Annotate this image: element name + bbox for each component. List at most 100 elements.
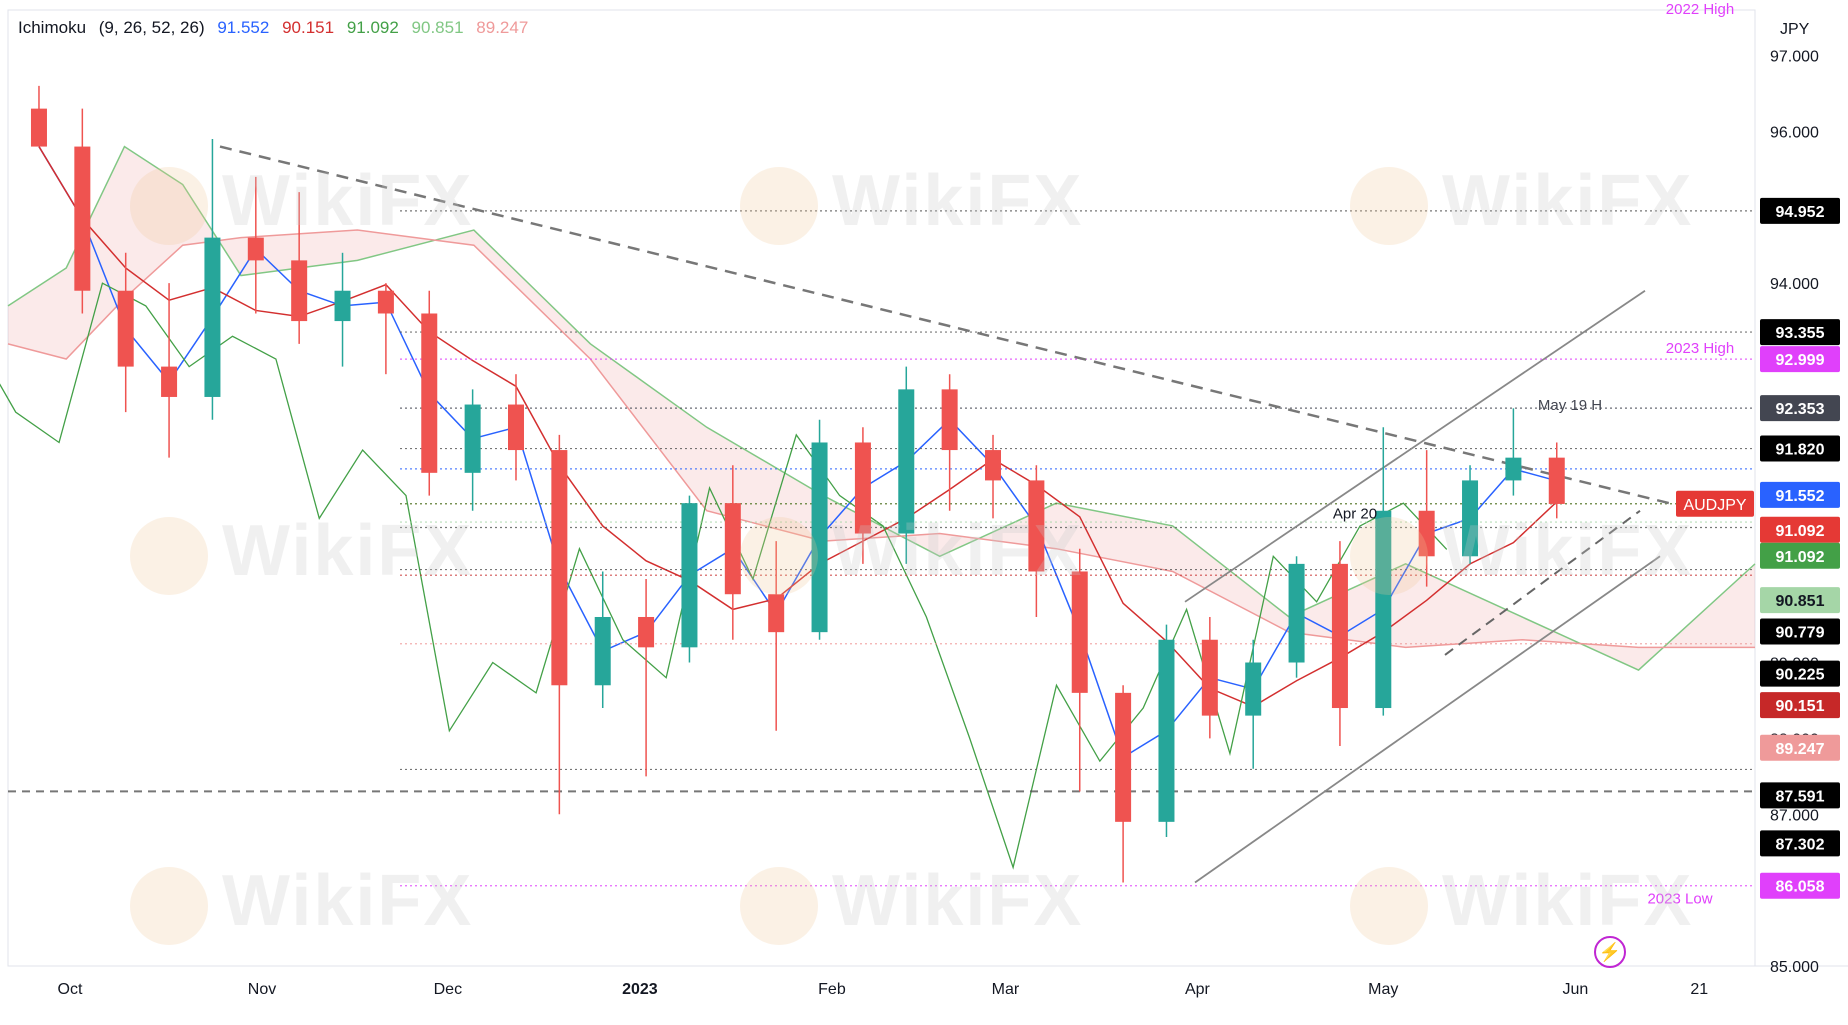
channel-upper-line [1184,289,1646,603]
y-tick-label-5: 96.000 [1770,124,1819,141]
price-label-12: 89.247 [1776,741,1825,758]
price-label-bg-0 [1760,197,1840,224]
candle-body-15 [681,503,698,648]
x-tick-label-8: Jun [1562,981,1588,998]
candle-body-7 [334,290,351,322]
price-label-14: 87.302 [1776,836,1825,853]
candle-body-23 [1028,480,1045,572]
price-label-9: 90.779 [1776,625,1825,642]
x-tick-label-4: Feb [818,981,846,998]
annotation-0: 2022 High [1666,1,1734,18]
annotation-2: May 19 H [1538,397,1602,414]
indicator-params: (9, 26, 52, 26) [98,18,205,37]
candle-body-20 [898,389,915,534]
candle-body-10 [464,404,481,473]
x-tick-label-7: May [1368,981,1398,998]
annotation-1: 2023 High [1666,340,1734,357]
price-label-3: 92.353 [1776,401,1825,418]
candle-body-14 [638,616,655,648]
price-label-11: 90.151 [1776,698,1825,715]
candle-body-30 [1331,563,1348,709]
candle-body-6 [291,260,308,322]
annotation-4: 2023 Low [1647,891,1712,908]
candle-body-1 [74,146,91,291]
ichimoku-span-a-line [7,145,1756,671]
price-label-0: 94.952 [1776,204,1825,221]
ichimoku-span-b-line [7,229,1755,649]
price-label-2: 92.999 [1776,352,1825,369]
indicator-value-conversion: 91.552 [217,18,270,37]
x-tick-label-3: 2023 [622,981,658,998]
candle-body-16 [724,503,741,595]
x-tick-label-2: Dec [434,981,462,998]
lightning-icon[interactable]: ⚡ [1594,936,1626,968]
candle-body-27 [1201,639,1218,716]
price-label-bg-7 [1760,542,1840,569]
candle-body-32 [1418,510,1435,557]
candle-body-22 [985,450,1002,481]
price-label-15: 86.058 [1776,879,1825,896]
price-label-bg-5 [1760,481,1840,508]
x-tick-label-5: Mar [992,981,1020,998]
candle-body-12 [551,450,568,686]
price-label-7: 91.092 [1776,549,1825,566]
price-label-bg-4 [1760,435,1840,462]
price-label-bg-1 [1760,319,1840,346]
price-label-5: 91.552 [1776,488,1825,505]
channel-mid-dashed-line [1444,509,1641,656]
price-label-1: 93.355 [1776,325,1825,342]
price-label-6: 91.092 [1776,523,1825,540]
y-tick-label-0: 85.000 [1770,959,1819,976]
candle-body-21 [941,389,958,451]
candle-body-24 [1071,571,1088,693]
candle-body-3 [161,366,178,397]
candle-body-13 [594,616,611,686]
candle-body-19 [854,442,871,534]
price-label-bg-9 [1760,618,1840,645]
candle-body-5 [247,237,264,261]
price-label-10: 90.225 [1776,667,1825,684]
candle-body-4 [204,237,221,397]
y-tick-label-4: 94.000 [1770,276,1819,293]
candle-body-35 [1548,457,1565,504]
candle-body-25 [1115,692,1132,822]
x-tick-label-0: Oct [58,981,83,998]
price-label-bg-6 [1760,516,1840,543]
price-label-bg-11 [1760,692,1840,719]
candle-body-2 [117,290,134,367]
indicator-value-span-a: 90.851 [411,18,464,37]
candle-body-8 [377,290,394,314]
price-label-bg-13 [1760,782,1840,809]
candle-body-33 [1462,480,1479,557]
price-label-bg-12 [1760,734,1840,761]
price-label-bg-14 [1760,830,1840,857]
candle-body-0 [30,108,47,147]
descending-trendline [219,145,1701,512]
y-tick-label-6: 97.000 [1770,49,1819,66]
x-tick-label-6: Apr [1185,981,1211,998]
ichimoku-cloud [8,146,1755,671]
price-label-bg-10 [1760,660,1840,687]
indicator-value-base: 90.151 [282,18,335,37]
indicator-value-span-b: 89.247 [476,18,529,37]
candle-body-9 [421,313,438,473]
indicator-legend: Ichimoku (9, 26, 52, 26) 91.552 90.151 9… [18,18,536,38]
candle-body-11 [507,404,524,451]
candle-body-17 [768,594,785,633]
price-label-bg-2 [1760,346,1840,373]
price-label-bg-15 [1760,872,1840,899]
candle-body-28 [1245,662,1262,716]
price-label-8: 90.851 [1776,593,1825,610]
channel-lower-line [1194,555,1661,884]
candle-body-26 [1158,639,1175,822]
price-label-13: 87.591 [1776,788,1825,805]
annotation-3: Apr 20 [1333,505,1377,522]
price-label-bg-3 [1760,395,1840,422]
x-tick-label-9: 21 [1690,981,1708,998]
candle-body-18 [811,442,828,633]
price-label-4: 91.820 [1776,442,1825,459]
y-tick-label-1: 87.000 [1770,807,1819,824]
candle-body-31 [1375,510,1392,709]
